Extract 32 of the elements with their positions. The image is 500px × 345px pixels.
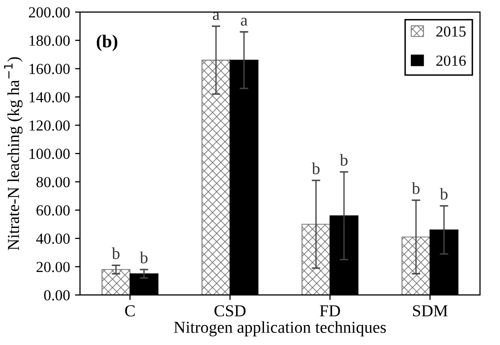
- bar: [302, 224, 330, 295]
- x-tick-label: SDM: [413, 305, 448, 316]
- bar: [102, 269, 130, 295]
- y-tick-label: 40.00: [36, 234, 70, 244]
- y-tick-label: 180.00: [30, 36, 70, 46]
- bar: [402, 236, 430, 295]
- y-axis-title: Nitrate-N leaching (kg ha$^{−1}$): [4, 57, 23, 250]
- annotation: a: [212, 12, 220, 20]
- annotation: a: [240, 18, 248, 26]
- y-tick-label: 120.00: [30, 120, 70, 131]
- y-tick-label: 200.00: [28, 7, 70, 18]
- y-tick-label: 140.00: [30, 92, 70, 102]
- y-tick-label: 80.00: [36, 176, 70, 188]
- legend-label: 2016: [436, 56, 466, 66]
- annotation: b: [312, 162, 320, 174]
- annotation: b: [412, 182, 420, 194]
- annotation: b: [340, 154, 348, 166]
- x-tick-label: FD: [320, 305, 340, 316]
- bar: [202, 60, 230, 295]
- y-tick-label: 100.00: [30, 148, 70, 160]
- x-tick-label: CSD: [214, 305, 246, 316]
- annotation: b: [112, 247, 120, 260]
- x-axis-title: Nitrogen application techniques: [174, 321, 386, 336]
- y-tick-label: 60.00: [36, 205, 70, 216]
- y-tick-label: 160.00: [30, 64, 70, 74]
- annotation: b: [440, 188, 448, 200]
- y-tick-label: 20.00: [36, 262, 70, 272]
- annotation: b: [140, 252, 148, 264]
- y-tick-label: 0.00: [44, 290, 70, 300]
- legend-label: 2015: [436, 26, 466, 37]
- x-tick-label: C: [125, 305, 135, 316]
- annotation: (b): [96, 34, 118, 52]
